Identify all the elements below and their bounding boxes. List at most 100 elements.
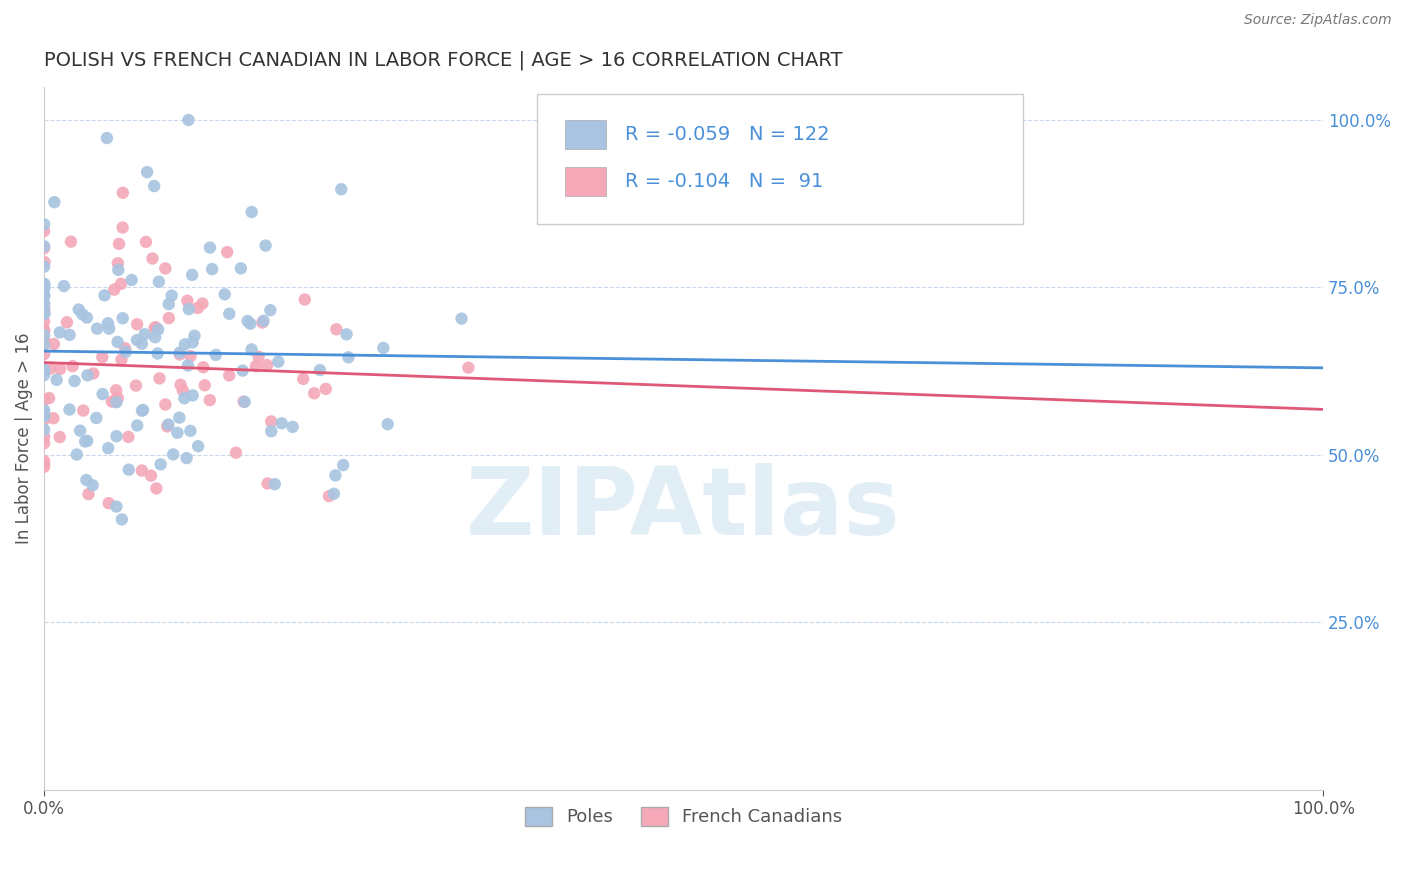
- Point: [252, 314, 274, 328]
- Point: [225, 445, 247, 459]
- Point: [32, 454, 55, 468]
- Point: [194, 378, 217, 392]
- Point: [198, 393, 221, 408]
- Text: Source: ZipAtlas.com: Source: ZipAtlas.com: [1244, 13, 1392, 28]
- Point: [281, 420, 304, 434]
- Point: [335, 327, 357, 342]
- Point: [174, 337, 197, 351]
- Point: [377, 417, 399, 432]
- Point: [155, 397, 177, 411]
- Point: [105, 429, 128, 443]
- Point: [91, 350, 114, 364]
- Point: [259, 303, 281, 318]
- Point: [104, 394, 127, 409]
- Point: [127, 418, 149, 433]
- Point: [93, 288, 115, 302]
- Point: [162, 447, 184, 461]
- Point: [32, 307, 55, 321]
- Point: [39, 361, 62, 376]
- Point: [32, 392, 55, 407]
- Point: [125, 333, 148, 347]
- Point: [32, 289, 55, 303]
- Point: [32, 405, 55, 419]
- Point: [236, 314, 259, 328]
- Point: [32, 239, 55, 253]
- Point: [32, 368, 55, 382]
- Point: [52, 279, 75, 293]
- Point: [111, 512, 134, 526]
- Point: [205, 348, 228, 362]
- Point: [76, 310, 98, 325]
- Point: [245, 359, 267, 374]
- Point: [201, 262, 224, 277]
- Point: [457, 360, 479, 375]
- Text: POLISH VS FRENCH CANADIAN IN LABOR FORCE | AGE > 16 CORRELATION CHART: POLISH VS FRENCH CANADIAN IN LABOR FORCE…: [44, 51, 842, 70]
- Point: [181, 388, 204, 402]
- Point: [134, 327, 156, 342]
- Point: [149, 458, 172, 472]
- Point: [101, 394, 124, 409]
- Point: [32, 363, 55, 377]
- Point: [38, 391, 60, 405]
- Point: [146, 346, 169, 360]
- Point: [232, 363, 254, 377]
- Point: [302, 386, 325, 401]
- Point: [32, 323, 55, 337]
- Point: [176, 451, 198, 466]
- Point: [32, 333, 55, 347]
- Point: [337, 351, 360, 365]
- Point: [32, 307, 55, 321]
- Point: [58, 402, 80, 417]
- Point: [103, 283, 125, 297]
- Point: [267, 354, 290, 368]
- Point: [139, 468, 162, 483]
- Point: [187, 301, 209, 315]
- Point: [118, 463, 141, 477]
- Text: ZIPAtlas: ZIPAtlas: [467, 463, 901, 555]
- Point: [32, 457, 55, 471]
- Point: [72, 403, 94, 417]
- Point: [32, 408, 55, 422]
- Point: [240, 343, 263, 357]
- Point: [69, 424, 91, 438]
- Point: [32, 241, 55, 255]
- Point: [97, 316, 120, 330]
- Point: [59, 235, 82, 249]
- Point: [166, 425, 188, 440]
- Point: [332, 458, 354, 472]
- Point: [111, 220, 134, 235]
- Point: [322, 487, 344, 501]
- Point: [42, 411, 65, 425]
- Point: [141, 252, 163, 266]
- Point: [143, 321, 166, 335]
- Point: [229, 261, 252, 276]
- Point: [233, 395, 256, 409]
- FancyBboxPatch shape: [565, 120, 606, 149]
- Point: [97, 496, 120, 510]
- Point: [263, 477, 285, 491]
- Point: [32, 409, 55, 424]
- Point: [160, 288, 183, 302]
- Point: [32, 363, 55, 377]
- Point: [32, 338, 55, 352]
- Point: [42, 337, 65, 351]
- Point: [177, 302, 200, 317]
- Point: [177, 113, 200, 128]
- Point: [169, 347, 191, 361]
- Point: [97, 441, 120, 455]
- Point: [32, 403, 55, 417]
- Point: [56, 315, 79, 329]
- Point: [148, 371, 170, 385]
- Point: [155, 261, 177, 276]
- Point: [318, 489, 340, 503]
- Point: [373, 341, 395, 355]
- Point: [131, 404, 153, 418]
- Point: [157, 417, 180, 432]
- Point: [260, 414, 283, 428]
- Point: [49, 326, 72, 340]
- Point: [107, 263, 129, 277]
- Point: [32, 281, 55, 295]
- Point: [145, 320, 167, 334]
- Point: [169, 410, 191, 425]
- Point: [177, 359, 200, 373]
